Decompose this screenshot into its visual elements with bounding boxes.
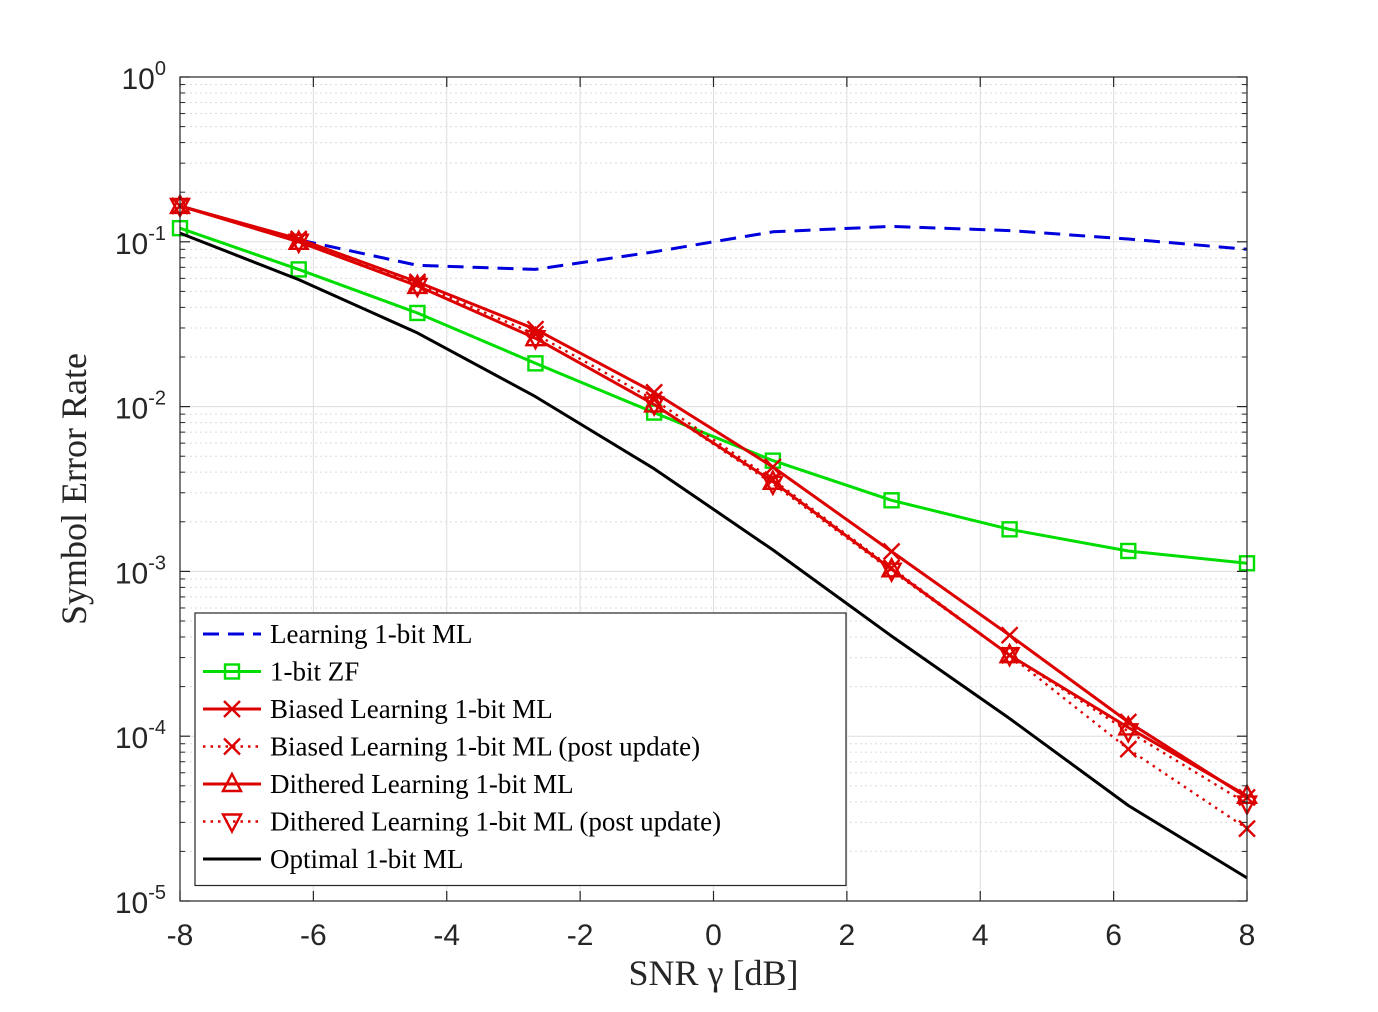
data-point (1120, 542, 1137, 560)
data-point (1119, 740, 1138, 758)
data-point (287, 229, 310, 250)
y-axis-label: Symbol Error Rate (54, 353, 94, 625)
series-line (179, 204, 1248, 271)
legend-box (194, 612, 847, 887)
y-tick-label: 100 (122, 58, 167, 96)
data-point (527, 355, 544, 372)
data-point (287, 233, 310, 255)
plot-series (169, 193, 1258, 880)
x-tick-label: -6 (300, 919, 327, 952)
series-learning-1-bit-ml (179, 204, 1248, 271)
x-tick-label: 6 (1105, 919, 1122, 952)
y-tick-label: 10-1 (115, 223, 166, 261)
data-point (880, 562, 903, 584)
legend-label: Biased Learning 1-bit ML (post update) (270, 732, 700, 762)
legend-entry: Learning 1-bit ML (203, 619, 472, 649)
y-tick-label: 10-4 (115, 717, 166, 755)
data-point (880, 556, 903, 578)
x-tick-label: 2 (839, 919, 856, 952)
legend-entry: Optimal 1-bit ML (203, 844, 463, 874)
y-tick-label: 10-3 (115, 552, 166, 590)
data-point (524, 330, 547, 351)
legend-label: Learning 1-bit ML (270, 619, 472, 649)
legend-label: 1-bit ZF (270, 657, 359, 687)
series-line (179, 204, 1248, 799)
data-point (883, 492, 900, 509)
data-point (882, 542, 901, 561)
data-point (1117, 723, 1140, 744)
y-tick-labels: 100 10-1 10-2 10-3 10-4 10-5 (115, 58, 166, 920)
legend-entry: Biased Learning 1-bit ML (post update) (203, 732, 700, 762)
data-point (1000, 626, 1019, 645)
axis-ticks (179, 76, 1248, 902)
x-tick-label: -4 (433, 919, 460, 952)
data-point (290, 261, 307, 278)
series-optimal-1-bit-ml (179, 231, 1248, 880)
legend-marker (223, 737, 241, 756)
data-point (1117, 714, 1140, 736)
x-tick-label: -8 (167, 919, 194, 952)
legend-marker (221, 771, 243, 793)
x-tick-label: 4 (972, 919, 989, 952)
data-point (643, 396, 666, 418)
legend-label: Biased Learning 1-bit ML (270, 694, 553, 724)
x-tick-label: 0 (705, 919, 722, 952)
legend-entry: Dithered Learning 1-bit ML (post update) (203, 807, 721, 837)
legend-entry: 1-bit ZF (203, 657, 359, 687)
series-line (179, 226, 1248, 565)
data-point (1001, 521, 1018, 538)
x-axis-label: SNR γ [dB] (629, 953, 799, 993)
data-point (409, 304, 426, 322)
legend-label: Dithered Learning 1-bit ML (post update) (270, 807, 721, 837)
data-point (406, 277, 429, 299)
legend-label: Optimal 1-bit ML (270, 844, 463, 874)
legend-entry: Dithered Learning 1-bit ML (203, 769, 574, 799)
legend-marker (221, 813, 243, 835)
x-tick-label: 8 (1239, 919, 1256, 952)
legend: Learning 1-bit ML 1-bit ZF Biased Learning… (194, 612, 847, 887)
data-point (998, 647, 1021, 668)
series-line (179, 204, 1248, 805)
data-point (761, 475, 784, 497)
data-point (998, 642, 1021, 664)
legend-marker (223, 663, 241, 680)
x-tick-label: -2 (567, 919, 594, 952)
legend-marker (223, 700, 241, 718)
series-line (179, 204, 1248, 830)
series-1-bit-zf (171, 219, 1256, 572)
series-line (179, 231, 1248, 880)
y-tick-label: 10-5 (115, 882, 166, 920)
legend-entry: Biased Learning 1-bit ML (203, 694, 553, 724)
data-point (406, 273, 429, 295)
legend-label: Dithered Learning 1-bit ML (270, 769, 574, 799)
y-tick-label: 10-2 (115, 388, 166, 426)
series-dithered-learning-1-bit-ml-post-update (169, 197, 1258, 817)
x-tick-labels: -8 -6 -4 -2 0 2 4 6 8 (167, 919, 1256, 952)
data-point (764, 458, 782, 476)
